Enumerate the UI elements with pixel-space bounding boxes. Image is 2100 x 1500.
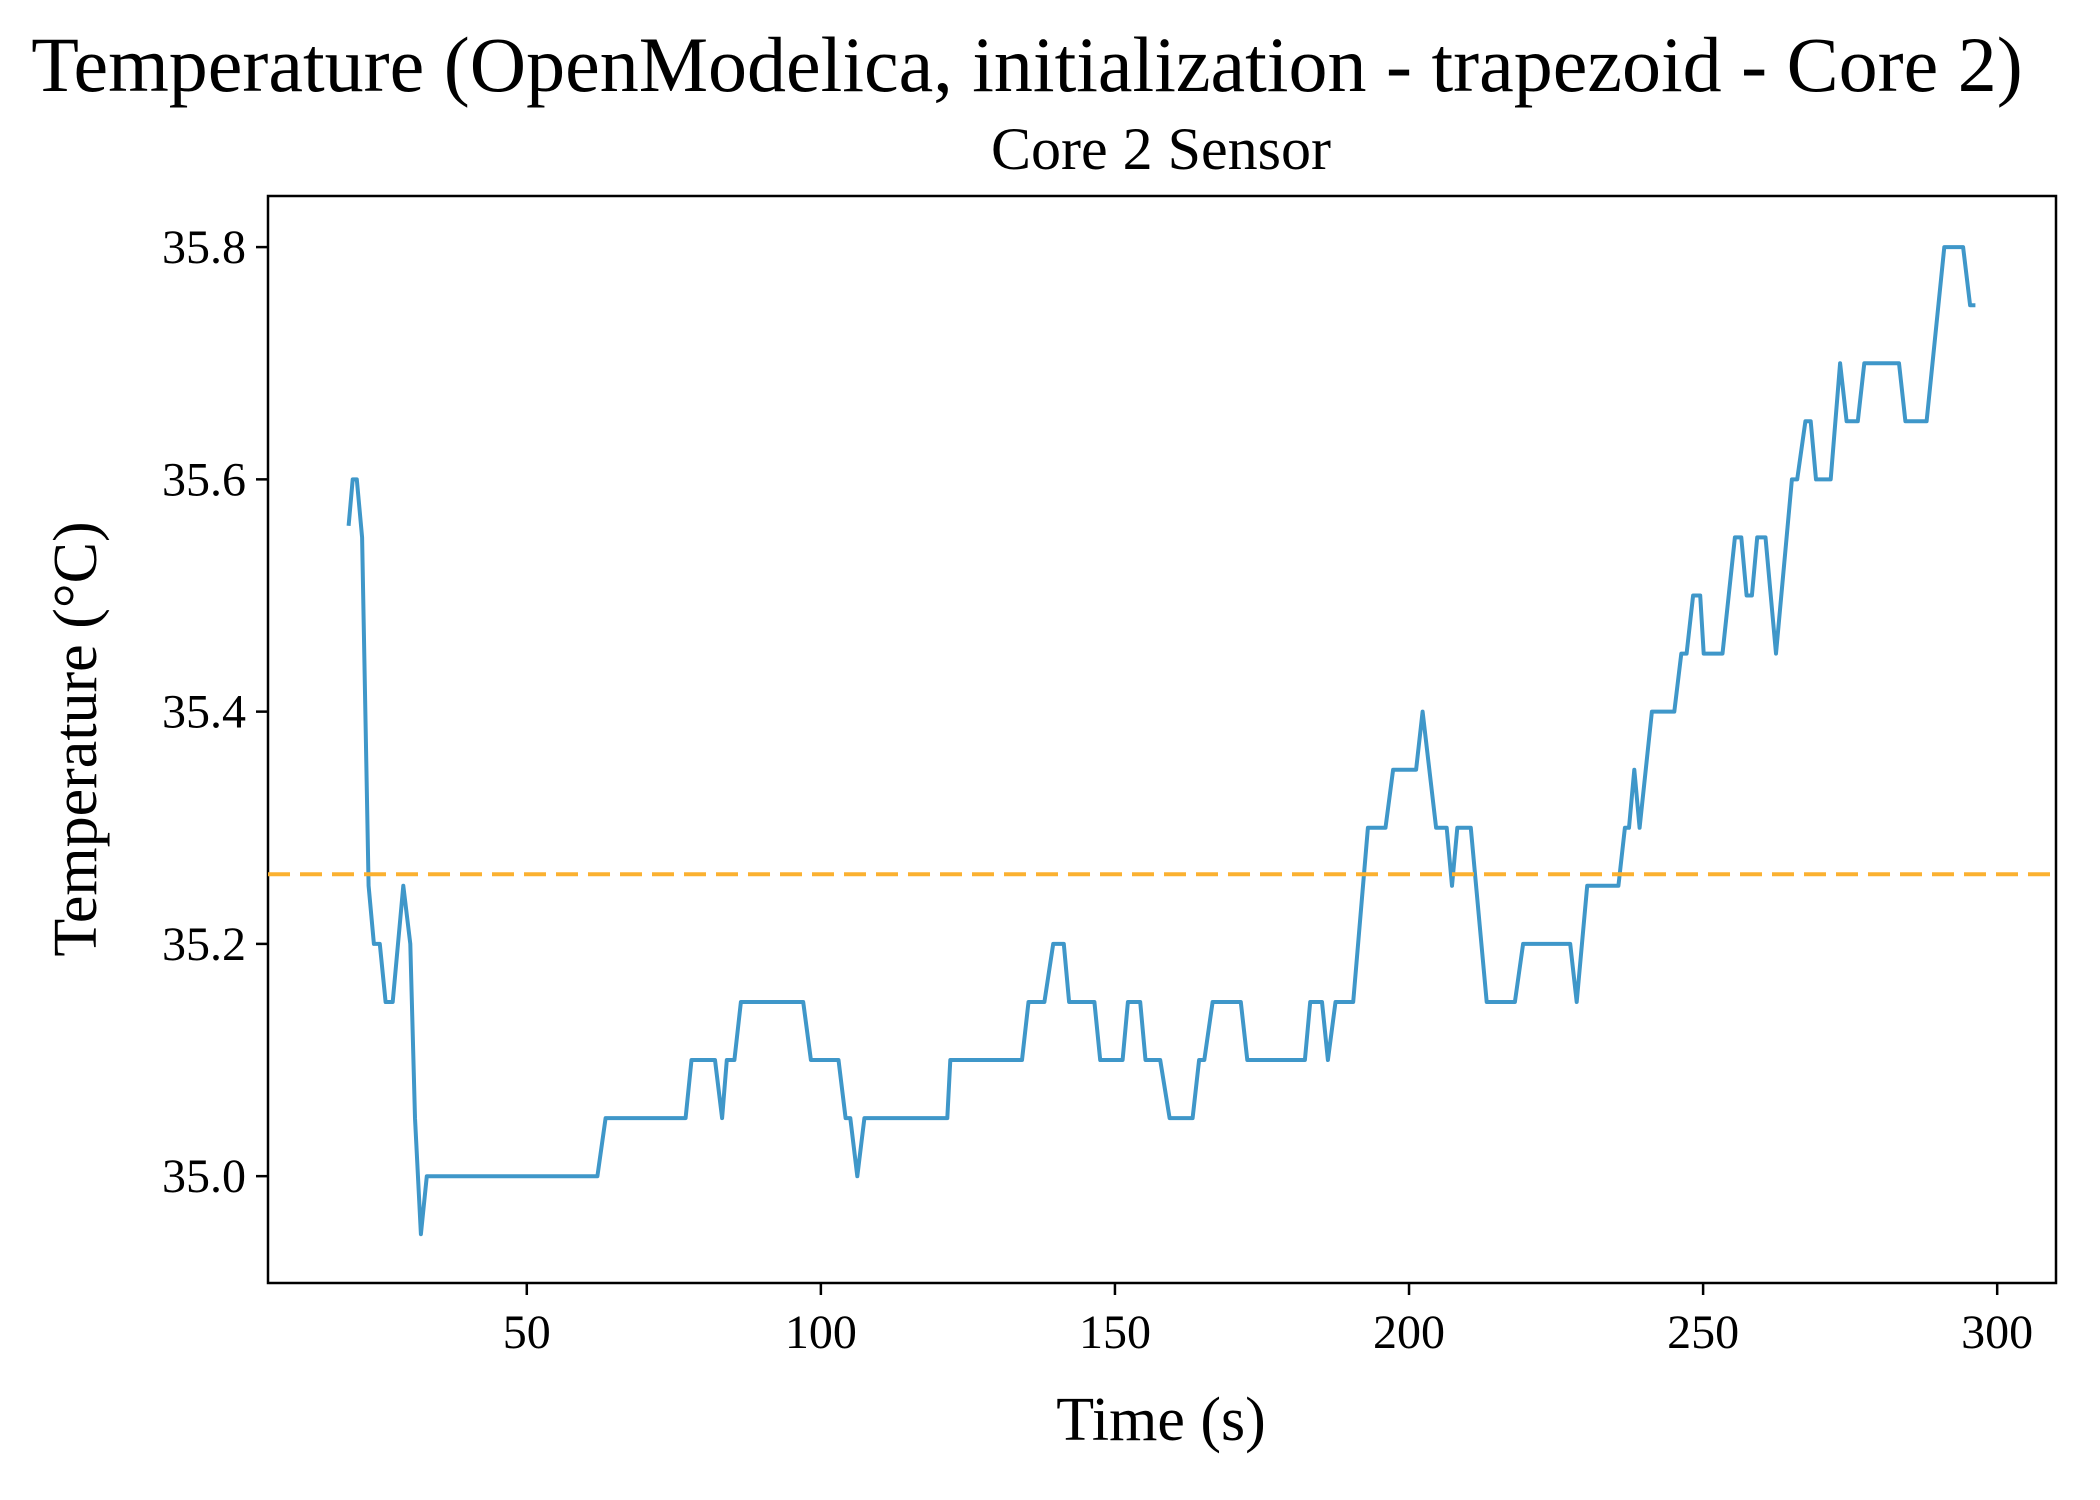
x-tick-label: 300 — [1961, 1306, 2033, 1359]
x-tick-label: 250 — [1667, 1306, 1739, 1359]
y-tick-label: 35.2 — [162, 918, 246, 971]
y-tick-label: 35.4 — [162, 686, 246, 739]
chart-title: Temperature (OpenModelica, initializatio… — [31, 21, 2022, 108]
data-line — [346, 245, 1976, 1237]
y-tick-label: 35.8 — [162, 221, 246, 274]
plot-frame — [266, 194, 2058, 1285]
x-tick-label: 150 — [1079, 1306, 1151, 1359]
x-tick-label: 50 — [503, 1306, 551, 1359]
x-axis-label: Time (s) — [1056, 1386, 1266, 1454]
y-tick-label: 35.0 — [162, 1150, 246, 1203]
x-tick-label: 200 — [1373, 1306, 1445, 1359]
chart-subtitle: Core 2 Sensor — [991, 116, 1331, 182]
x-tick-label: 100 — [785, 1306, 857, 1359]
y-tick-label: 35.6 — [162, 453, 246, 506]
y-axis-label: Temperature (°C) — [42, 521, 110, 956]
